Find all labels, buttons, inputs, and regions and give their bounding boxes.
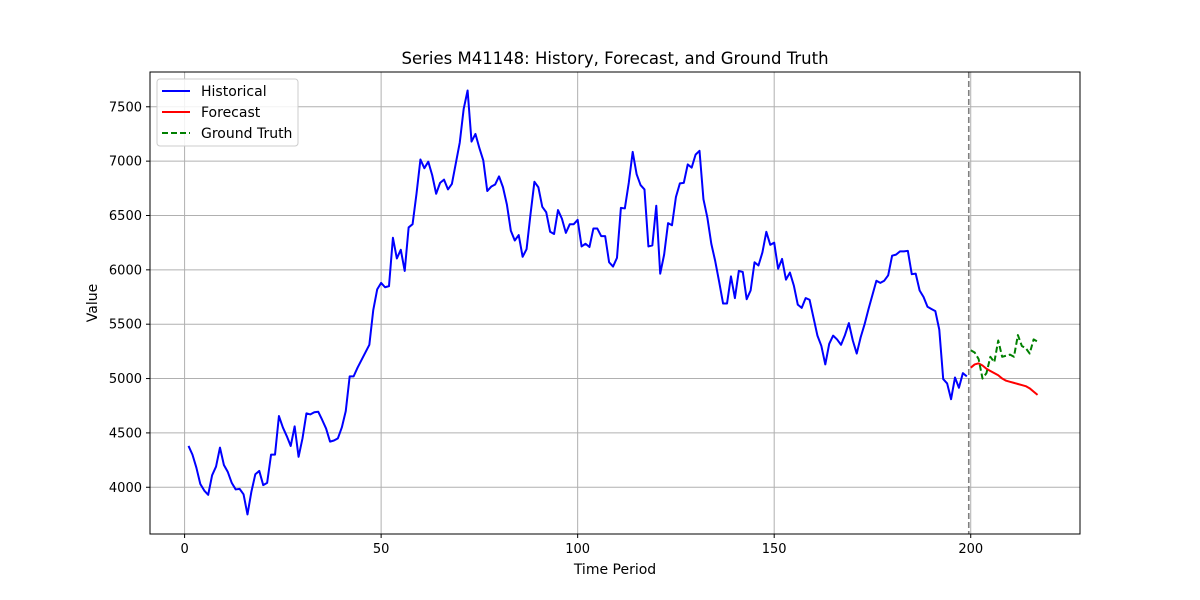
x-tick-label: 150 bbox=[762, 542, 787, 557]
y-tick-label: 4500 bbox=[109, 426, 142, 441]
y-tick-label: 7000 bbox=[109, 155, 142, 170]
x-tick-label: 100 bbox=[565, 542, 590, 557]
x-axis-label: Time Period bbox=[573, 562, 656, 578]
forecast-series-line bbox=[970, 362, 1039, 396]
legend-box bbox=[156, 78, 299, 147]
y-tick-label: 4000 bbox=[109, 481, 142, 496]
y-tick-label: 6500 bbox=[109, 209, 142, 224]
y-tick-label: 5000 bbox=[109, 372, 142, 387]
legend-label-ground-truth: Ground Truth bbox=[201, 126, 292, 142]
x-tick-label: 200 bbox=[958, 542, 983, 557]
x-tick-label: 0 bbox=[180, 542, 188, 557]
legend-label-forecast: Forecast bbox=[201, 105, 261, 121]
x-tick-label: 50 bbox=[373, 542, 390, 557]
plot-frame bbox=[149, 71, 1081, 535]
chart-title: Series M41148: History, Forecast, and Gr… bbox=[401, 49, 828, 68]
grid-lines bbox=[150, 72, 1080, 534]
y-axis-ticks: 4000 4500 5000 5500 6000 6500 7000 7500 bbox=[109, 100, 150, 496]
legend: Historical Forecast Ground Truth bbox=[156, 78, 299, 147]
ground-truth-series-line bbox=[970, 334, 1039, 380]
x-axis-ticks: 0 50 100 150 200 bbox=[180, 534, 983, 557]
legend-label-historical: Historical bbox=[201, 84, 267, 100]
y-tick-label: 6000 bbox=[109, 263, 142, 278]
y-tick-label: 7500 bbox=[109, 100, 142, 115]
historical-series-line bbox=[187, 89, 968, 516]
y-axis-label: Value bbox=[85, 284, 101, 322]
y-tick-label: 5500 bbox=[109, 318, 142, 333]
series-lines bbox=[187, 89, 1039, 516]
